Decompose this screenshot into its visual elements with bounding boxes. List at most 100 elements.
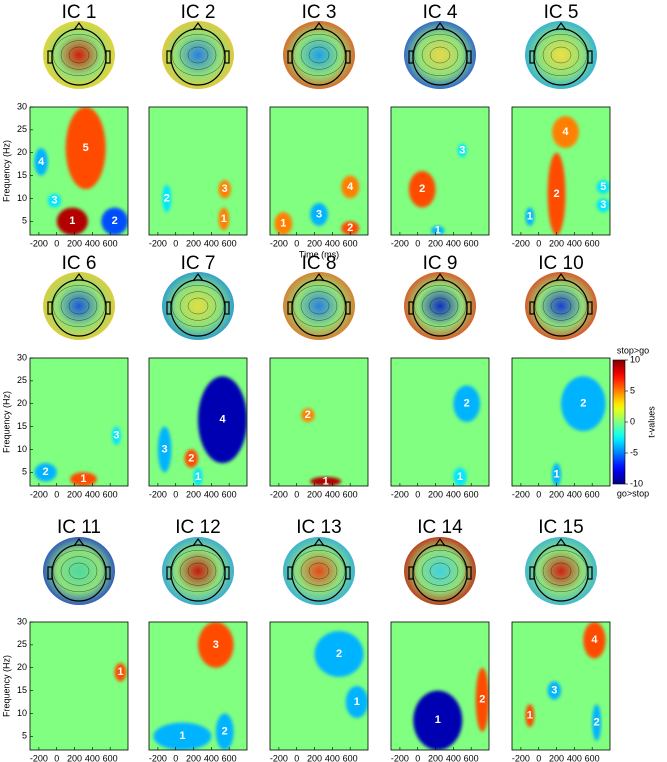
nose bbox=[434, 21, 446, 31]
clusters bbox=[274, 175, 360, 235]
topo-contour bbox=[550, 562, 572, 580]
x-tick-label: 600 bbox=[343, 238, 358, 248]
cluster-label: 2 bbox=[188, 452, 194, 464]
panel-frame bbox=[148, 621, 248, 751]
topo-contour bbox=[421, 556, 459, 586]
panel-frame bbox=[269, 106, 369, 236]
topo-contour bbox=[308, 562, 330, 580]
cluster-label: 2 bbox=[347, 222, 353, 234]
ear bbox=[224, 50, 230, 64]
cluster-label: 2 bbox=[479, 694, 485, 706]
panel-title: IC 7 bbox=[181, 253, 216, 274]
panel-bg bbox=[30, 622, 128, 750]
x-tick-label: 600 bbox=[343, 753, 358, 762]
y-tick-label: 15 bbox=[17, 421, 27, 431]
cluster bbox=[457, 143, 467, 158]
cluster-label: 2 bbox=[419, 183, 425, 195]
cluster-label: 1 bbox=[527, 211, 533, 223]
x-tick-label: 600 bbox=[103, 753, 118, 762]
topomap bbox=[283, 272, 355, 340]
y-tick-label: 15 bbox=[17, 685, 27, 695]
x-tick-label: 0 bbox=[536, 753, 541, 762]
cluster bbox=[70, 472, 97, 486]
ear bbox=[529, 50, 535, 64]
topo-contour bbox=[534, 549, 588, 593]
cluster bbox=[341, 221, 360, 235]
cluster bbox=[547, 152, 566, 235]
x-tick-label: -200 bbox=[512, 489, 530, 499]
ear bbox=[47, 566, 53, 580]
cluster-label: 3 bbox=[551, 684, 557, 696]
y-tick-label: 20 bbox=[17, 662, 27, 672]
nose bbox=[192, 537, 204, 547]
x-tick-label: 0 bbox=[294, 753, 299, 762]
cluster bbox=[274, 212, 293, 235]
topo-contour bbox=[187, 562, 209, 580]
clusters bbox=[314, 631, 368, 718]
panel-title: IC 4 bbox=[423, 2, 458, 23]
cluster-label: 3 bbox=[316, 208, 322, 220]
panel-frame bbox=[390, 357, 490, 487]
x-tick-label: 200 bbox=[67, 238, 82, 248]
nose bbox=[555, 21, 567, 31]
ear bbox=[345, 566, 351, 580]
panel-frame bbox=[148, 106, 248, 236]
topo-contour bbox=[308, 46, 330, 64]
y-tick-label: 30 bbox=[17, 101, 27, 111]
x-tick-label: 600 bbox=[222, 238, 237, 248]
cluster bbox=[153, 722, 212, 750]
ear bbox=[166, 50, 172, 64]
cluster bbox=[34, 463, 57, 482]
x-tick-label: 400 bbox=[325, 753, 340, 762]
y-tick-label: 10 bbox=[17, 444, 27, 454]
topomap bbox=[404, 21, 476, 89]
x-tick-label: -200 bbox=[270, 753, 288, 762]
clusters bbox=[34, 426, 121, 486]
y-tick-label: 20 bbox=[17, 147, 27, 157]
x-tick-label: 200 bbox=[67, 489, 82, 499]
cluster bbox=[475, 667, 489, 732]
cluster-label: 1 bbox=[221, 213, 227, 225]
colorbar-tick-label: -10 bbox=[630, 478, 643, 488]
topomap bbox=[404, 272, 476, 340]
colorbar-label: t-values bbox=[646, 406, 656, 438]
x-tick-label: 400 bbox=[567, 489, 582, 499]
x-tick-label: 200 bbox=[428, 753, 443, 762]
panel-title: IC 10 bbox=[538, 253, 583, 274]
x-tick-label: 600 bbox=[585, 489, 600, 499]
x-tick-label: 200 bbox=[307, 489, 322, 499]
x-tick-label: -200 bbox=[149, 238, 167, 248]
panel-title: IC 14 bbox=[417, 517, 463, 538]
y-tick-label: 25 bbox=[17, 375, 27, 385]
topomap bbox=[43, 21, 115, 89]
cluster-label: 1 bbox=[323, 475, 329, 487]
x-tick-label: 0 bbox=[415, 753, 420, 762]
cluster bbox=[65, 107, 106, 190]
colorbar-tick-label: 5 bbox=[630, 385, 635, 395]
x-tick-label: 600 bbox=[222, 489, 237, 499]
topo-contour bbox=[292, 33, 346, 77]
topomap bbox=[43, 272, 115, 340]
x-tick-label: 0 bbox=[54, 753, 59, 762]
cluster bbox=[345, 686, 368, 718]
x-tick-label: 400 bbox=[325, 238, 340, 248]
clusters bbox=[453, 385, 481, 486]
cluster bbox=[596, 198, 610, 213]
clusters bbox=[525, 622, 606, 741]
x-tick-label: 600 bbox=[464, 489, 479, 499]
x-tick-label: -200 bbox=[30, 489, 48, 499]
x-tick-label: -200 bbox=[30, 753, 48, 762]
clusters bbox=[413, 667, 489, 750]
y-tick-label: 25 bbox=[17, 639, 27, 649]
ear bbox=[587, 301, 593, 315]
cluster bbox=[453, 385, 481, 423]
panel-title: IC 15 bbox=[538, 517, 583, 538]
y-tick-label: 5 bbox=[22, 731, 27, 741]
clusters bbox=[552, 376, 606, 486]
cluster bbox=[408, 171, 436, 208]
x-tick-label: -200 bbox=[391, 753, 409, 762]
ear bbox=[466, 566, 472, 580]
x-tick-label: 600 bbox=[585, 753, 600, 762]
x-tick-label: -200 bbox=[30, 238, 48, 248]
